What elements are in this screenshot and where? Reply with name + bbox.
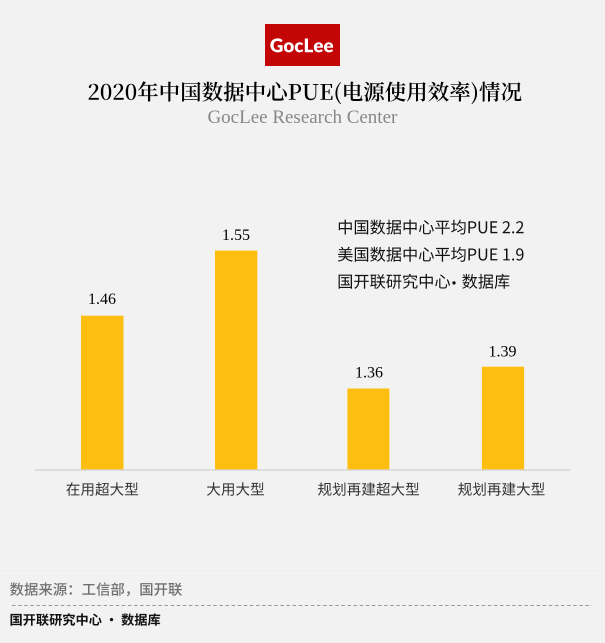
svg-text:GocLee Research Center: GocLee Research Center	[207, 107, 398, 128]
svg-text:1.36: 1.36	[355, 365, 383, 382]
svg-text:1.46: 1.46	[88, 291, 116, 308]
svg-text:1.55: 1.55	[222, 227, 250, 244]
svg-text:1.39: 1.39	[489, 343, 517, 360]
